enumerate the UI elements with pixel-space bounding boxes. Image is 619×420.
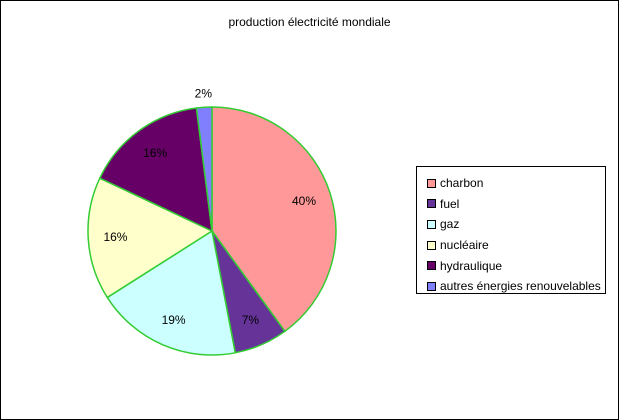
legend-item-4: nucléaire <box>417 235 605 256</box>
legend: charbon fuel gaz nucléaire hydraulique autres… <box>416 166 606 294</box>
pie-data-label-4: 16% <box>103 230 127 244</box>
pie-data-label-5: 16% <box>143 146 167 160</box>
legend-swatch-2 <box>427 199 436 209</box>
legend-item-1: charbon <box>417 173 605 194</box>
legend-swatch-4 <box>427 240 436 250</box>
pie-data-label-1: 40% <box>292 194 316 208</box>
legend-label-3: gaz <box>440 217 460 232</box>
legend-item-6: autres énergies renouvelables <box>417 276 605 297</box>
legend-label-5: hydraulique <box>440 258 503 273</box>
pie-slice-3 <box>106 229 237 356</box>
legend-swatch-1 <box>427 178 436 188</box>
pie-data-label-3: 19% <box>162 313 186 327</box>
legend-item-2: fuel <box>417 194 605 215</box>
pie-data-label-6: 2% <box>195 86 213 100</box>
legend-item-3: gaz <box>417 214 605 235</box>
legend-swatch-6 <box>427 281 436 291</box>
chart-title: production électricité mondiale <box>228 15 391 29</box>
pie-data-label-2: 7% <box>242 313 260 327</box>
legend-label-4: nucléaire <box>440 238 489 253</box>
legend-item-5: hydraulique <box>417 255 605 276</box>
pie-data-labels: 40% 7% 19% 16% 16% 2% <box>103 86 316 326</box>
legend-swatch-5 <box>427 261 436 271</box>
legend-label-2: fuel <box>440 196 460 211</box>
pie-slices <box>87 106 337 356</box>
pie-slice-5 <box>98 107 213 233</box>
legend-label-6: autres énergies renouvelables <box>440 279 601 294</box>
pie-slice-4 <box>87 177 214 299</box>
legend-label-1: charbon <box>440 176 484 191</box>
pie-slice-6 <box>195 106 213 232</box>
pie-slice-1 <box>211 106 337 333</box>
legend-swatch-3 <box>427 219 436 229</box>
